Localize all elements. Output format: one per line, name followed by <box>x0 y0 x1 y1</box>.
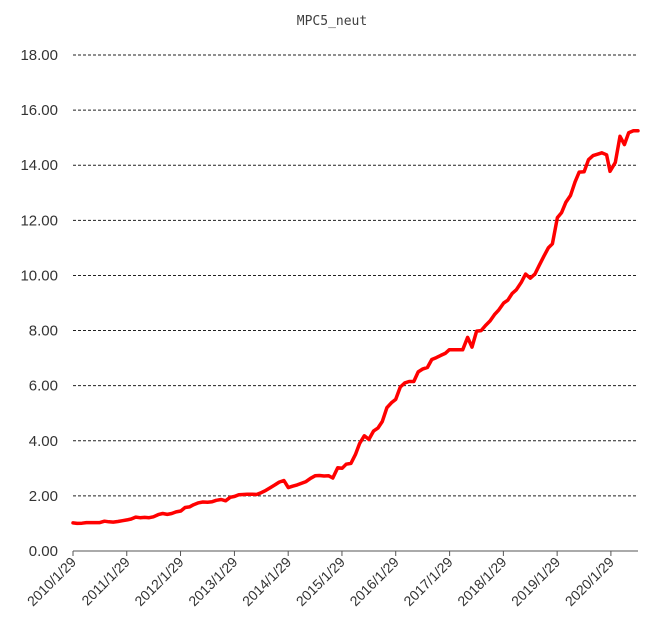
x-tick-label: 2018/1/29 <box>454 554 510 610</box>
y-tick-label: 14.00 <box>20 157 58 174</box>
y-tick-label: 0.00 <box>29 543 58 560</box>
series-layer <box>71 129 640 526</box>
x-tick-label: 2020/1/29 <box>562 554 618 610</box>
x-tick-label: 2016/1/29 <box>346 554 402 610</box>
x-tick-label: 2010/1/29 <box>24 554 80 610</box>
x-tick-label: 2011/1/29 <box>78 554 133 609</box>
y-tick-label: 18.00 <box>20 47 58 64</box>
series-line <box>71 129 640 526</box>
x-axis-ticks: 2010/1/29 2011/1/292012/1/292013/1/292014… <box>24 551 617 609</box>
y-tick-label: 8.00 <box>29 323 58 340</box>
x-tick-label: 2012/1/29 <box>131 554 187 610</box>
chart-title: MPC5_neut <box>297 14 367 29</box>
y-axis-tick-labels: 0.00 2.00 4.00 6.00 8.00 10.00 12.00 14.00 16.00… <box>20 47 58 560</box>
y-tick-label: 6.00 <box>29 378 58 395</box>
y-tick-label: 2.00 <box>29 488 58 505</box>
x-tick-label: 2013/1/29 <box>185 554 241 610</box>
gridlines <box>73 54 638 497</box>
x-tick-label: 2014/1/29 <box>239 554 295 610</box>
y-tick-label: 12.00 <box>20 212 58 229</box>
x-tick-label: 2015/1/29 <box>293 554 349 610</box>
y-tick-label: 4.00 <box>29 433 58 450</box>
y-tick-label: 16.00 <box>20 102 58 119</box>
y-tick-label: 10.00 <box>20 267 58 284</box>
x-tick-label: 2017/1/29 <box>400 554 456 610</box>
x-tick-label: 2019/1/29 <box>508 554 564 610</box>
